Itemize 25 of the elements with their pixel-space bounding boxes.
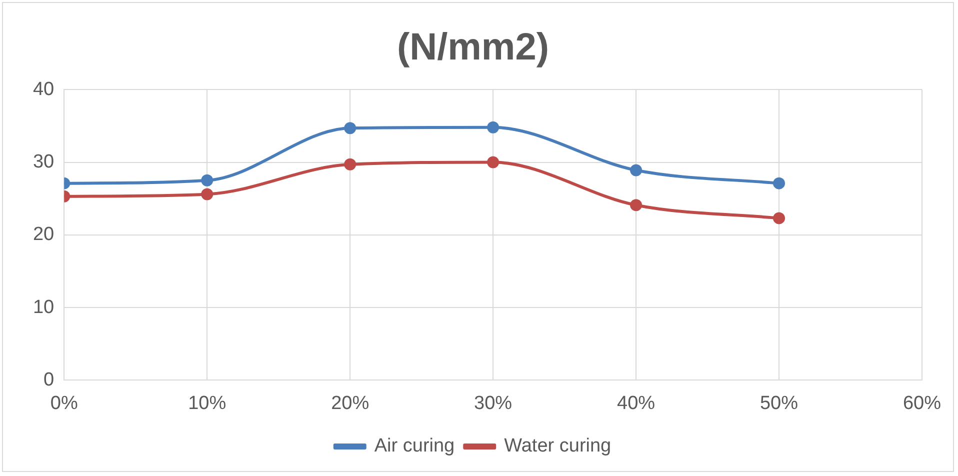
y-tick-label: 10 bbox=[32, 296, 54, 318]
point bbox=[201, 188, 214, 200]
x-tick-label: 10% bbox=[188, 392, 226, 414]
legend-label: Water curing bbox=[504, 436, 612, 457]
point bbox=[630, 199, 642, 212]
point bbox=[201, 174, 214, 186]
point bbox=[487, 156, 500, 168]
x-tick-label: 60% bbox=[902, 392, 942, 414]
x-tick-label: 30% bbox=[474, 392, 512, 414]
y-tick-label: 20 bbox=[32, 224, 54, 246]
point bbox=[773, 177, 786, 190]
x-tick-label: 20% bbox=[331, 392, 370, 414]
x-tick-label: 40% bbox=[617, 392, 656, 414]
point bbox=[344, 122, 356, 134]
point bbox=[344, 158, 356, 170]
chart-title: (N/mm2) bbox=[396, 26, 550, 68]
point bbox=[630, 164, 642, 176]
y-tick-label: 30 bbox=[32, 151, 54, 172]
point bbox=[487, 121, 500, 134]
y-tick-label: 40 bbox=[32, 78, 54, 100]
point bbox=[773, 212, 786, 224]
x-tick-label: 50% bbox=[760, 392, 798, 414]
x-tick-label: 0% bbox=[50, 392, 78, 414]
legend-label: Air curing bbox=[374, 436, 455, 457]
y-tick-label: 0 bbox=[44, 369, 54, 390]
